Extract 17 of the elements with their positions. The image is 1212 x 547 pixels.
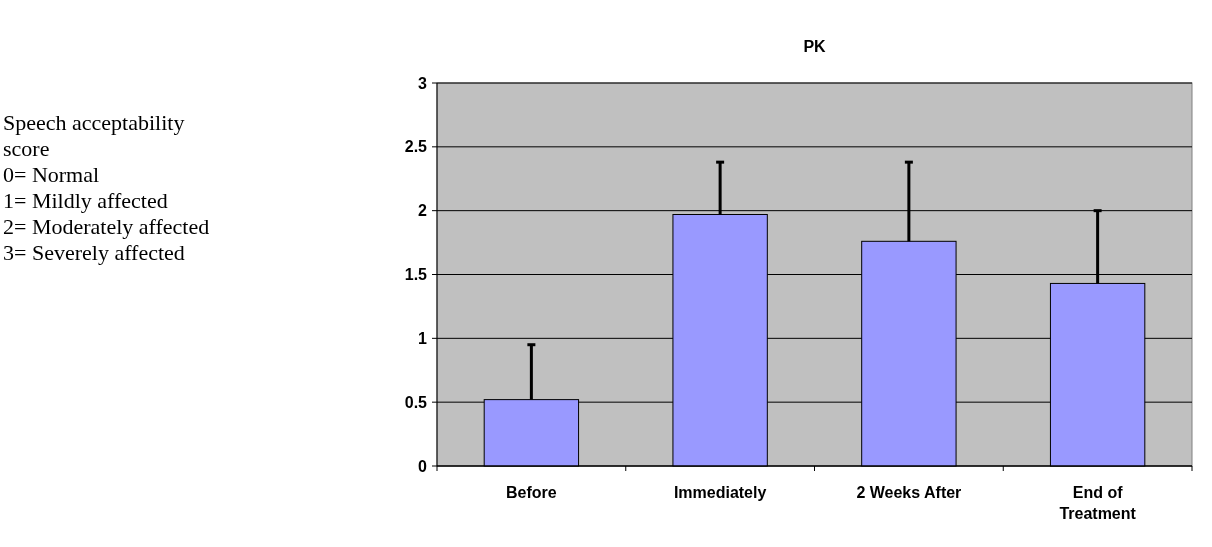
y-tick-label: 0.5 (404, 393, 428, 411)
y-tick-label: 0 (418, 457, 428, 475)
x-tick-label: Immediately (673, 484, 767, 501)
chart-title: PK (803, 38, 827, 55)
y-tick-label: 1.5 (404, 266, 428, 284)
y-tick-label: 2 (418, 202, 428, 220)
x-tick-label: 2 Weeks After (856, 484, 962, 501)
text: 2= Moderately affected (3, 214, 210, 239)
text: 0= Normal (3, 162, 100, 187)
x-tick-label: Before (506, 484, 557, 501)
y-tick-label: 3 (418, 74, 428, 92)
text: 1= Mildly affected (3, 188, 168, 213)
y-tick-label: 2.5 (404, 138, 428, 156)
y-tick-label: 1 (418, 329, 428, 347)
x-tick-label: End of Treatment (1059, 484, 1137, 522)
text: Speech acceptability score (3, 110, 185, 161)
text: 3= Severely affected (3, 240, 185, 265)
